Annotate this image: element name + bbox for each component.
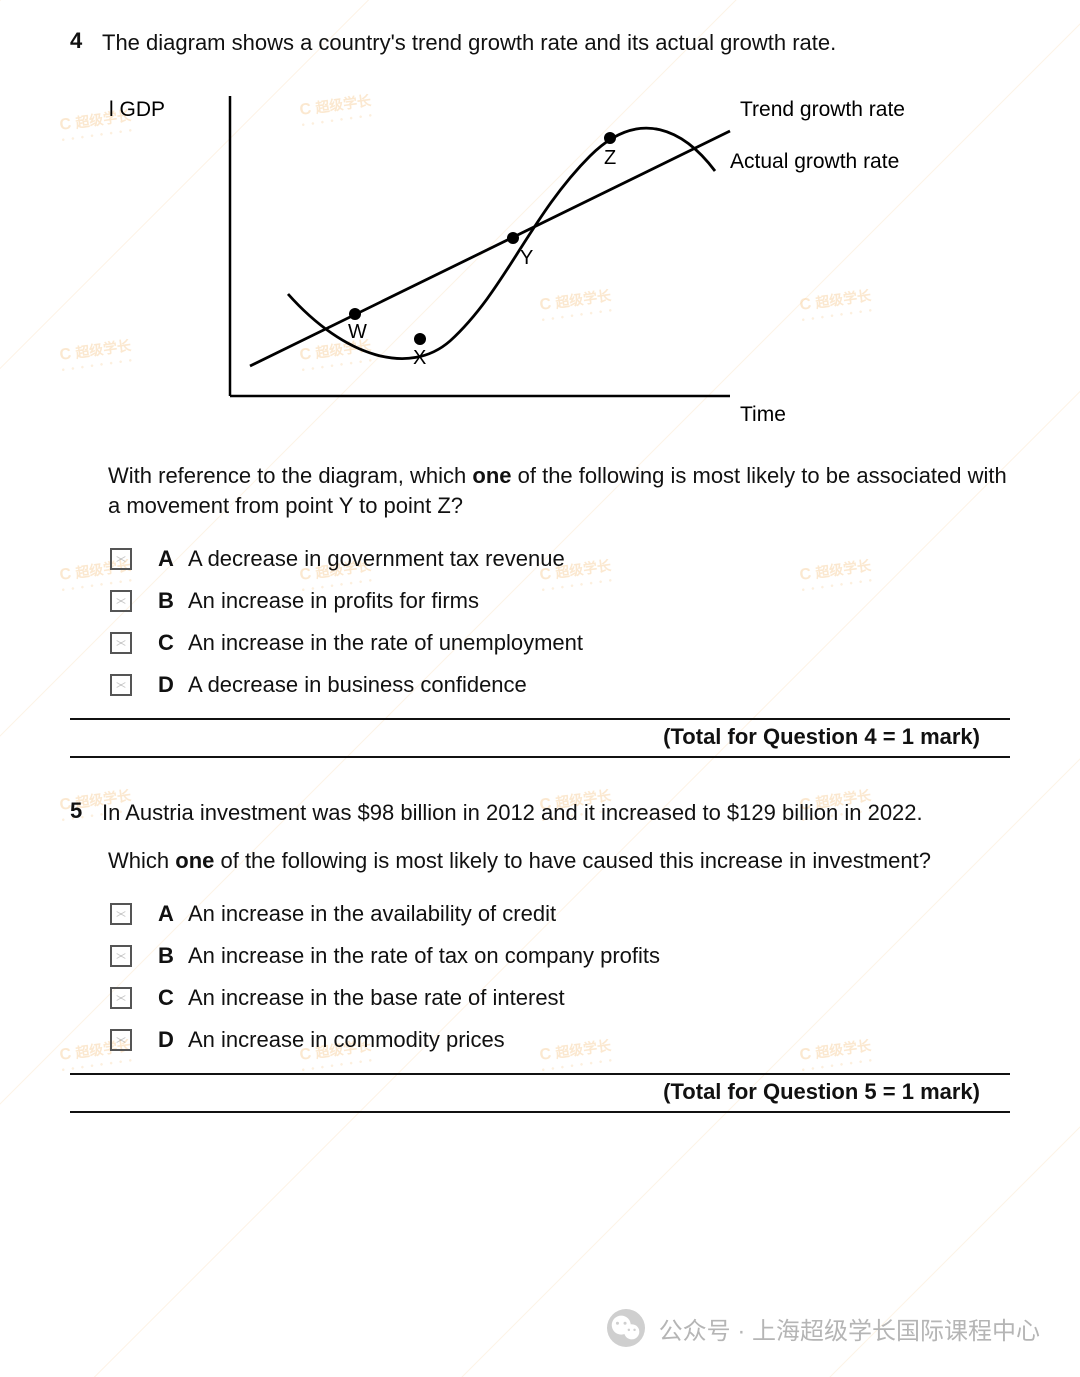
footer: 公众号 · 上海超级学长国际课程中心 xyxy=(607,1309,1040,1347)
q4-diagram: W X Y Z Real GDP Time Trend growth rate Actual … xyxy=(110,76,1010,431)
q5-follow: Which one of the following is most likel… xyxy=(108,846,1010,877)
checkbox-icon[interactable] xyxy=(110,987,132,1009)
q4-follow-bold: one xyxy=(472,463,511,488)
option-text: A decrease in business confidence xyxy=(188,672,527,698)
question-4: 4 The diagram shows a country's trend gr… xyxy=(70,28,1010,758)
q5-follow-post: of the following is most likely to have … xyxy=(214,848,931,873)
checkbox-icon[interactable] xyxy=(110,632,132,654)
q5-options: A An increase in the availability of cre… xyxy=(110,901,1010,1053)
q5-option-D[interactable]: D An increase in commodity prices xyxy=(110,1027,1010,1053)
q4-options: A A decrease in government tax revenue B… xyxy=(110,546,1010,698)
checkbox-icon[interactable] xyxy=(110,903,132,925)
checkbox-icon[interactable] xyxy=(110,674,132,696)
q5-option-A[interactable]: A An increase in the availability of cre… xyxy=(110,901,1010,927)
svg-text:Y: Y xyxy=(520,247,533,269)
q5-option-C[interactable]: C An increase in the base rate of intere… xyxy=(110,985,1010,1011)
option-text: An increase in the base rate of interest xyxy=(188,985,565,1011)
option-text: An increase in profits for firms xyxy=(188,588,479,614)
q5-number: 5 xyxy=(70,798,102,824)
option-text: An increase in the rate of unemployment xyxy=(188,630,583,656)
q4-follow-pre: With reference to the diagram, which xyxy=(108,463,472,488)
option-text: An increase in the rate of tax on compan… xyxy=(188,943,660,969)
svg-text:W: W xyxy=(348,321,367,343)
option-letter: C xyxy=(158,630,188,656)
q5-prompt: In Austria investment was $98 billion in… xyxy=(102,798,923,828)
option-letter: A xyxy=(158,901,188,927)
svg-text:Trend growth rate: Trend growth rate xyxy=(740,98,905,121)
growth-diagram-svg: W X Y Z Real GDP Time Trend growth rate Actual … xyxy=(110,76,930,426)
q4-option-A[interactable]: A A decrease in government tax revenue xyxy=(110,546,1010,572)
q4-prompt: The diagram shows a country's trend grow… xyxy=(102,28,836,58)
checkbox-icon[interactable] xyxy=(110,1029,132,1051)
footer-text: 公众号 · 上海超级学长国际课程中心 xyxy=(659,1311,1040,1346)
option-letter: B xyxy=(158,588,188,614)
option-text: An increase in commodity prices xyxy=(188,1027,505,1053)
q4-number: 4 xyxy=(70,28,102,54)
q4-total: (Total for Question 4 = 1 mark) xyxy=(70,718,1010,758)
svg-text:Time: Time xyxy=(740,403,786,426)
option-text: An increase in the availability of credi… xyxy=(188,901,556,927)
page: 4 The diagram shows a country's trend gr… xyxy=(0,0,1080,1113)
checkbox-icon[interactable] xyxy=(110,590,132,612)
checkbox-icon[interactable] xyxy=(110,548,132,570)
svg-text:Actual growth rate: Actual growth rate xyxy=(730,150,899,173)
q5-follow-bold: one xyxy=(175,848,214,873)
option-letter: B xyxy=(158,943,188,969)
q4-follow: With reference to the diagram, which one… xyxy=(108,461,1010,523)
q4-option-B[interactable]: B An increase in profits for firms xyxy=(110,588,1010,614)
q5-option-B[interactable]: B An increase in the rate of tax on comp… xyxy=(110,943,1010,969)
option-letter: C xyxy=(158,985,188,1011)
option-text: A decrease in government tax revenue xyxy=(188,546,565,572)
question-5: 5 In Austria investment was $98 billion … xyxy=(70,798,1010,1112)
svg-text:X: X xyxy=(413,347,426,369)
checkbox-icon[interactable] xyxy=(110,945,132,967)
svg-text:Z: Z xyxy=(604,147,616,169)
option-letter: D xyxy=(158,1027,188,1053)
q4-option-D[interactable]: D A decrease in business confidence xyxy=(110,672,1010,698)
q5-follow-pre: Which xyxy=(108,848,175,873)
option-letter: A xyxy=(158,546,188,572)
q5-total: (Total for Question 5 = 1 mark) xyxy=(70,1073,1010,1113)
wechat-icon xyxy=(607,1309,645,1347)
option-letter: D xyxy=(158,672,188,698)
q4-option-C[interactable]: C An increase in the rate of unemploymen… xyxy=(110,630,1010,656)
svg-text:Real GDP: Real GDP xyxy=(110,98,165,121)
